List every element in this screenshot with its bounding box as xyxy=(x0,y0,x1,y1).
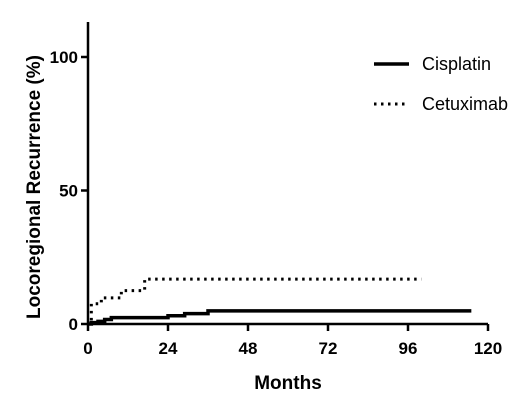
axes: 0 24 48 72 96 120 0 50 100 xyxy=(50,22,502,358)
y-axis-title: Locoregional Recurrence (%) xyxy=(24,55,45,319)
series-line-cetuximab xyxy=(88,277,422,326)
series-layer xyxy=(88,277,472,326)
y-tick-label: 50 xyxy=(59,182,78,201)
legend-label-cetuximab: Cetuximab xyxy=(422,94,508,114)
x-axis-title: Months xyxy=(254,373,322,394)
series-line-cisplatin xyxy=(88,309,472,326)
x-tick-label: 96 xyxy=(399,339,418,358)
x-tick-label: 0 xyxy=(83,339,92,358)
legend-label-cisplatin: Cisplatin xyxy=(422,54,491,74)
x-tick-label: 72 xyxy=(319,339,338,358)
y-tick-label: 100 xyxy=(50,48,78,67)
y-tick-label: 0 xyxy=(69,315,78,334)
x-tick-label: 120 xyxy=(474,339,502,358)
x-tick-label: 24 xyxy=(159,339,178,358)
x-tick-label: 48 xyxy=(239,339,258,358)
legend: Cisplatin Cetuximab xyxy=(374,54,508,114)
